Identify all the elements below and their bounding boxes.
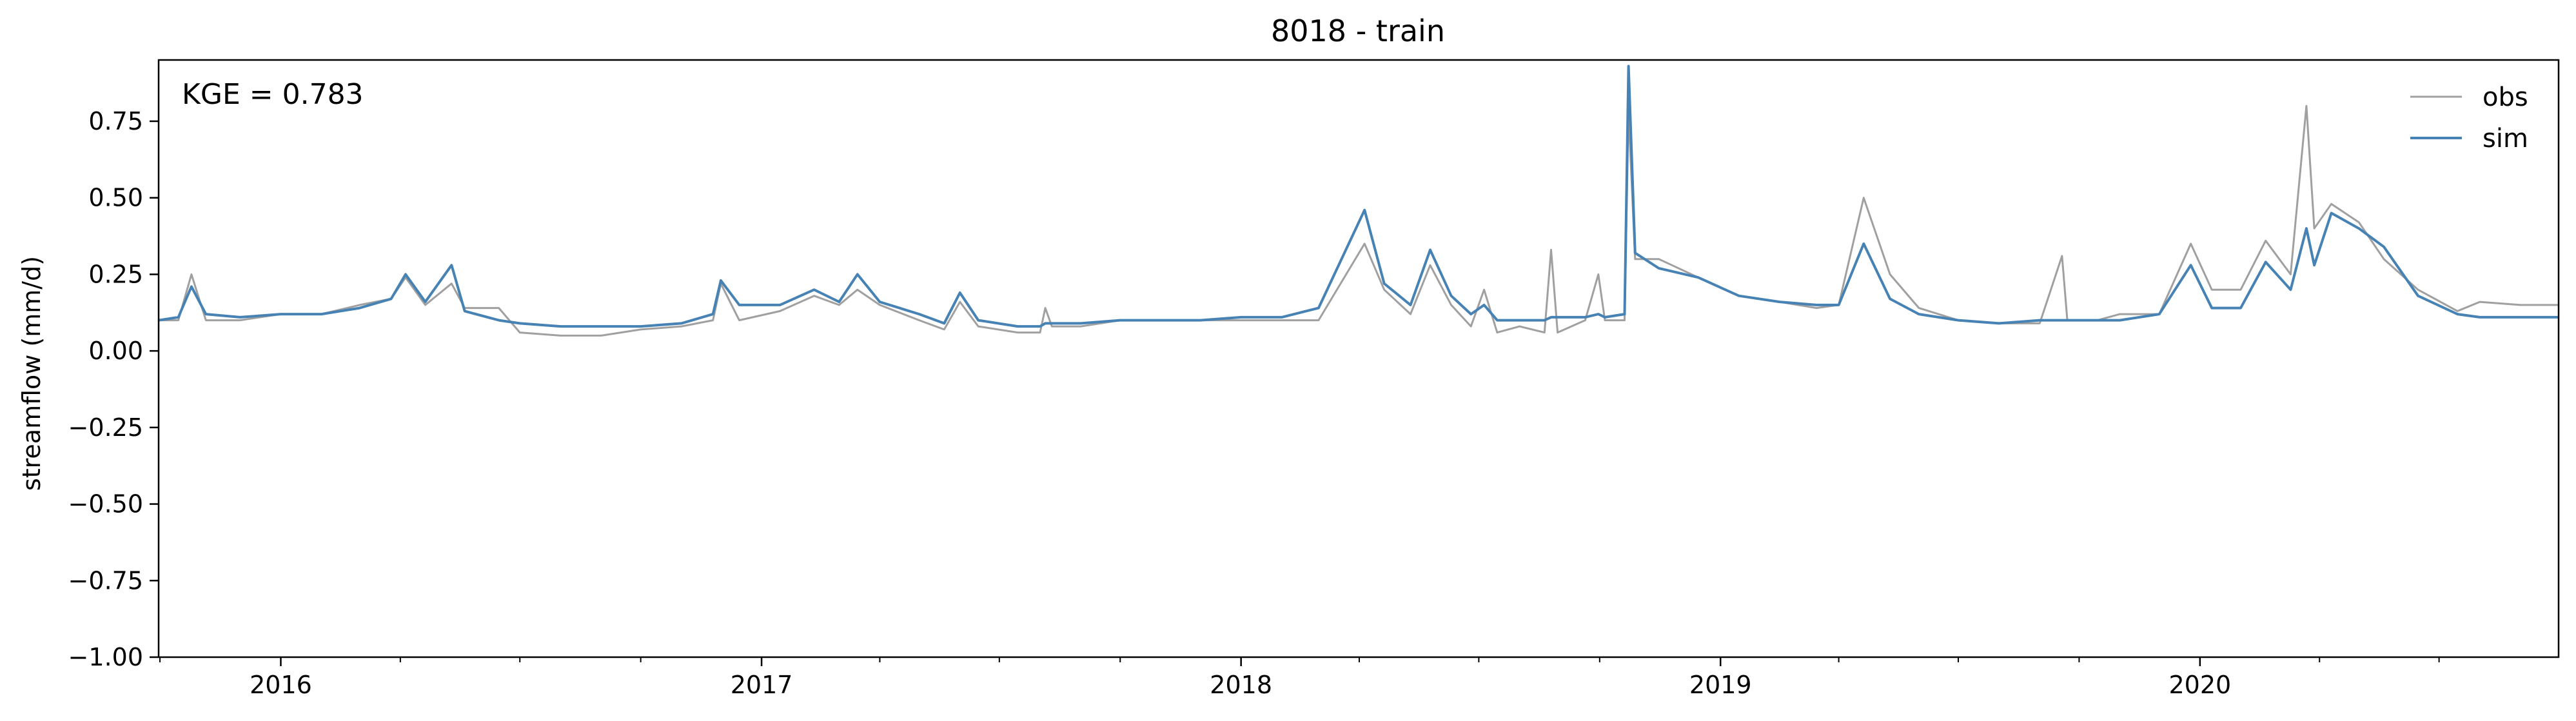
x-tick-label: 2019 xyxy=(1689,671,1752,699)
kge-annotation: KGE = 0.783 xyxy=(182,78,364,111)
x-tick-label: 2016 xyxy=(250,671,312,699)
y-tick-label: 0.75 xyxy=(88,107,143,135)
y-tick-label: 0.50 xyxy=(88,184,143,212)
y-tick-label: 0.00 xyxy=(88,337,143,365)
y-axis-label: streamflow (mm/d) xyxy=(17,256,46,491)
plot-area: 0.75 0.50 0.25 0.00 −0.25 −0.50 −0.75 −1.00 2016… xyxy=(68,59,2560,699)
y-tick-label: −1.00 xyxy=(68,643,143,671)
y-tick-label: 0.25 xyxy=(88,260,143,288)
legend-label-sim: sim xyxy=(2483,124,2528,153)
x-tick-label: 2017 xyxy=(731,671,793,699)
legend-label-obs: obs xyxy=(2483,83,2528,112)
x-tick-label: 2018 xyxy=(1210,671,1272,699)
y-tick-label: −0.50 xyxy=(68,490,143,519)
chart-title: 8018 - train xyxy=(1271,14,1445,48)
x-tick-label: 2020 xyxy=(2168,671,2231,699)
legend: obs sim xyxy=(2410,83,2528,153)
y-tick-label: −0.25 xyxy=(68,413,143,442)
plot-frame xyxy=(157,59,2560,658)
y-tick-label: −0.75 xyxy=(68,566,143,595)
series-line-sim xyxy=(158,64,2559,328)
